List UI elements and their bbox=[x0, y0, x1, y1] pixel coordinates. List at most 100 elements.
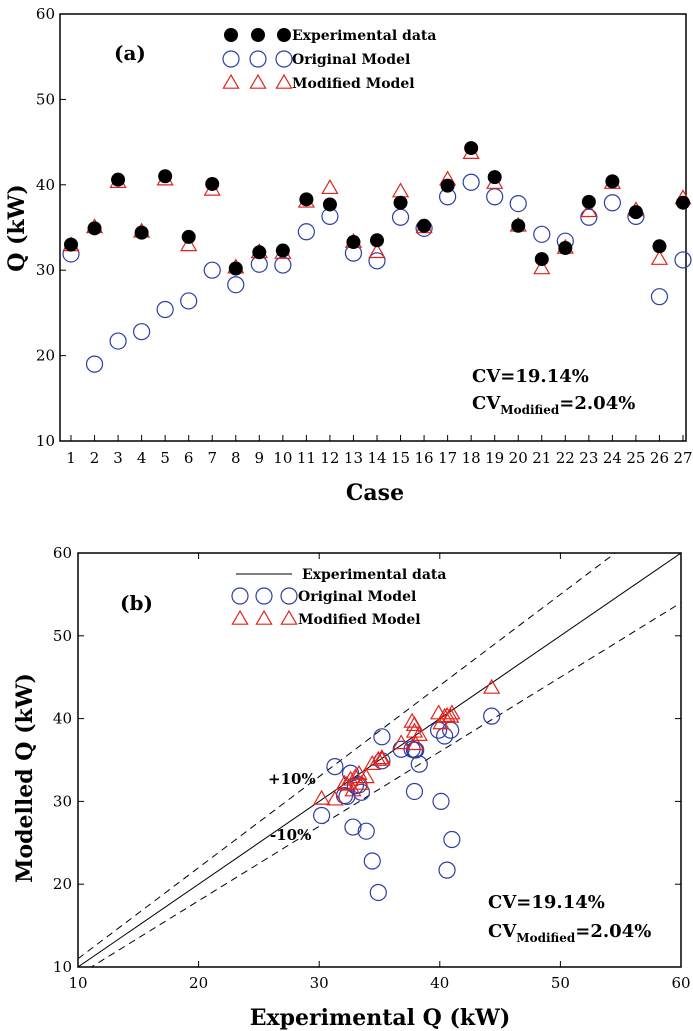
panel-b-original-model-point bbox=[357, 822, 375, 840]
panel-b-original-model-point bbox=[341, 764, 360, 782]
panel-b-legend-marker bbox=[255, 609, 273, 625]
panel-b-legend-marker bbox=[280, 587, 298, 605]
panel-a-modified-model-point bbox=[391, 182, 410, 198]
panel-a-legend-label: Experimental data bbox=[292, 28, 436, 44]
panel-a-x-tick-label: 4 bbox=[137, 449, 147, 467]
panel-b-data-marks bbox=[312, 678, 501, 902]
panel-b-lower-band-label: -10% bbox=[270, 826, 311, 844]
panel-b-modified-model-point bbox=[312, 789, 331, 805]
panel-a-y-axis-label: Q (kW) bbox=[4, 184, 30, 272]
panel-a-cv-label: CV=19.14% bbox=[472, 366, 589, 387]
panel-b-legend-marker bbox=[231, 609, 249, 625]
panel-a-original-model-point bbox=[674, 251, 692, 269]
panel-b-chart: 10 20 30 40 50 60 10 20 30 40 50 60 Modelled Q (kW… bbox=[12, 544, 691, 1031]
panel-b-x-tick-label: 40 bbox=[430, 974, 449, 992]
panel-b-modified-model-point bbox=[410, 725, 428, 741]
panel-b-original-model-point bbox=[432, 792, 450, 811]
panel-a-y-tick-label: 20 bbox=[36, 347, 55, 365]
panel-a-x-tick-label: 15 bbox=[391, 449, 410, 467]
panel-a-experimental-data-point bbox=[299, 192, 314, 207]
panel-a-x-tick-label: 7 bbox=[207, 449, 217, 467]
panel-a-experimental-data-point bbox=[605, 174, 620, 189]
panel-b-original-model-point bbox=[373, 728, 391, 746]
panel-b-original-model-point bbox=[405, 782, 424, 801]
panel-a-x-tick-label: 16 bbox=[415, 449, 434, 467]
panel-a-x-tick-label: 22 bbox=[556, 449, 575, 467]
panel-b-modified-model-point bbox=[326, 790, 344, 806]
panel-a-legend-marker bbox=[277, 28, 291, 42]
panel-b-modified-model-point bbox=[341, 770, 360, 786]
panel-a-stats: CV=19.14% CVModified=2.04% bbox=[472, 366, 635, 417]
panel-b-stats: CV=19.14% CVModified=2.04% bbox=[488, 892, 651, 945]
panel-a-x-tick-label: 6 bbox=[184, 449, 194, 467]
panel-a-x-tick-label: 23 bbox=[579, 449, 598, 467]
panel-b-legend-marker bbox=[255, 587, 273, 605]
panel-b-y-tick-label: 40 bbox=[53, 710, 72, 728]
panel-a-experimental-data-point bbox=[181, 229, 196, 244]
panel-b-x-tick-label: 50 bbox=[551, 974, 570, 992]
panel-b-label: (b) bbox=[120, 591, 153, 615]
panel-a-experimental-data-point bbox=[487, 170, 502, 185]
panel-a-modified-model-point bbox=[580, 202, 598, 218]
panel-b-x-axis-label: Experimental Q (kW) bbox=[250, 1005, 511, 1031]
panel-a-original-model-point bbox=[603, 194, 621, 212]
panel-b-lower-band-line bbox=[90, 602, 681, 967]
panel-a-x-tick-label: 26 bbox=[650, 449, 669, 467]
panel-b-original-model-point bbox=[436, 727, 454, 745]
panel-b-y-tick-label: 60 bbox=[53, 544, 72, 562]
panel-b-modified-model-point bbox=[338, 775, 356, 791]
panel-a-legend-marker bbox=[275, 73, 293, 89]
panel-b-legend: Experimental data Original Model Modified … bbox=[231, 567, 446, 628]
panel-b-modified-model-point bbox=[344, 781, 362, 797]
panel-a-x-tick-label: 17 bbox=[438, 449, 457, 467]
panel-b-x-tick-label: 10 bbox=[68, 974, 87, 992]
panel-a-x-tick-label: 1 bbox=[66, 449, 76, 467]
panel-a-x-tick-label: 3 bbox=[113, 449, 123, 467]
panel-a-modified-model-point bbox=[368, 243, 386, 259]
panel-a-y-tick-label: 50 bbox=[36, 90, 55, 108]
panel-a-label: (a) bbox=[114, 41, 146, 65]
panel-a-experimental-data-point bbox=[64, 237, 78, 252]
panel-a-original-model-point bbox=[580, 208, 598, 226]
panel-a-experimental-data-point bbox=[652, 239, 667, 254]
panel-a-modified-model-point bbox=[321, 179, 339, 195]
panel-b-modified-model-point bbox=[357, 768, 375, 784]
panel-a-experimental-data-point bbox=[134, 225, 149, 240]
panel-b-x-tick-label: 20 bbox=[189, 974, 208, 992]
panel-a-original-model-point bbox=[391, 208, 410, 226]
panel-b-reference-lines bbox=[78, 553, 681, 967]
panel-a-experimental-data-point bbox=[581, 194, 596, 209]
panel-a-original-model-point bbox=[486, 188, 504, 206]
panel-b-modified-model-point bbox=[407, 735, 425, 751]
panel-a-x-tick-label: 2 bbox=[90, 449, 100, 467]
panel-b-x-tick-label: 60 bbox=[671, 974, 690, 992]
panel-a-x-ticks: 1 2 3 4 5 6 7 8 9 10 11 12 13 14 15 16 17 18 19 20 21 22 23 24 2… bbox=[66, 435, 693, 467]
panel-a-plot-frame bbox=[59, 13, 687, 442]
panel-b-upper-band-label: +10% bbox=[268, 770, 316, 788]
panel-a-y-tick-label: 60 bbox=[36, 5, 55, 23]
panel-a-original-model-point bbox=[509, 194, 527, 213]
panel-a-experimental-data-point bbox=[464, 141, 479, 156]
panel-b-modified-model-point bbox=[483, 678, 501, 694]
panel-b-modified-model-point bbox=[346, 768, 365, 784]
panel-a-x-tick-label: 14 bbox=[367, 449, 386, 467]
panel-a-experimental-data-point bbox=[393, 195, 408, 210]
panel-a-experimental-data-point bbox=[252, 245, 267, 260]
panel-a-experimental-data-point bbox=[440, 178, 455, 193]
panel-b-modified-model-point bbox=[405, 716, 424, 732]
panel-a-x-tick-label: 11 bbox=[297, 449, 316, 467]
panel-a-cv-modified-label: CVModified=2.04% bbox=[472, 393, 635, 417]
panel-b-modified-model-point bbox=[335, 774, 354, 790]
panel-a-experimental-data-point bbox=[111, 172, 126, 187]
panel-b-modified-model-point bbox=[392, 734, 410, 750]
panel-a-original-model-point bbox=[368, 252, 386, 270]
panel-b-modified-model-point bbox=[435, 707, 454, 723]
panel-b-cv-label: CV=19.14% bbox=[488, 892, 605, 913]
panel-a-original-model-point bbox=[533, 225, 551, 243]
panel-a-original-model-point bbox=[203, 261, 221, 279]
panel-a-original-model-point bbox=[156, 300, 174, 319]
panel-a-original-model-point bbox=[650, 288, 669, 306]
panel-b-original-model-point bbox=[438, 861, 456, 879]
panel-b-legend-marker bbox=[280, 609, 298, 625]
panel-a-legend-marker bbox=[249, 73, 267, 89]
